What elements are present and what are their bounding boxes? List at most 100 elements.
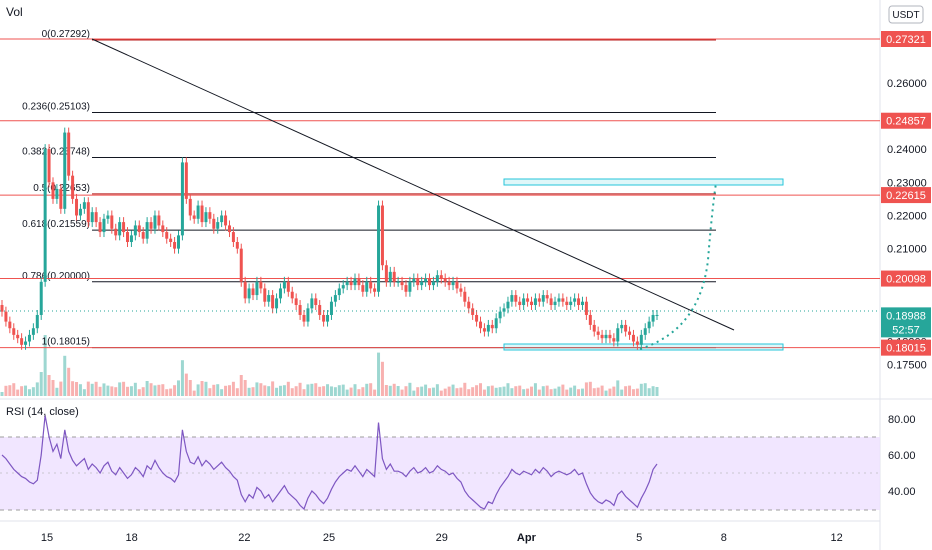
- candle-body: [341, 285, 345, 289]
- volume-bar: [122, 381, 126, 396]
- candle-body: [577, 298, 581, 306]
- horizontal-levels[interactable]: [0, 38, 880, 349]
- descending-trendline[interactable]: [91, 38, 735, 331]
- candle-body: [63, 132, 67, 209]
- volume-bar: [412, 390, 416, 396]
- volume-bar: [529, 386, 533, 396]
- candle-body: [231, 232, 235, 243]
- rsi-axis[interactable]: 80.00 60.00 40.00: [888, 414, 916, 498]
- volume-bar: [467, 389, 471, 396]
- candle-body: [106, 215, 110, 219]
- candle-body: [114, 228, 118, 236]
- volume-bar: [651, 386, 655, 396]
- volume-bar: [247, 387, 251, 396]
- projection-path[interactable]: [639, 182, 717, 350]
- volume-bar: [161, 384, 165, 396]
- fib-retracement[interactable]: 0(0.27292) 0.236(0.25103) 0.382(0.23748) 0.…: [22, 29, 716, 349]
- candle-body: [98, 222, 102, 233]
- candle-body: [353, 278, 357, 286]
- candle-body: [43, 149, 47, 282]
- candle-body: [298, 305, 302, 315]
- price-tick-label: 0.17500: [887, 360, 927, 372]
- candle-body: [153, 215, 157, 229]
- candle-body: [184, 162, 188, 199]
- volume-bar: [165, 389, 169, 396]
- candle-body: [518, 301, 522, 306]
- volume-bar: [63, 355, 67, 396]
- volume-bar: [459, 387, 463, 396]
- candle-body: [584, 301, 588, 315]
- candle-body: [271, 295, 275, 309]
- volume-bar: [212, 384, 216, 396]
- candle-body: [639, 334, 643, 345]
- volume-bar: [51, 380, 55, 396]
- candle-body: [651, 314, 655, 322]
- candle-body: [596, 331, 600, 335]
- volume-bar: [322, 386, 326, 396]
- volume-bar: [43, 335, 47, 396]
- volume-bars: [0, 335, 659, 396]
- candle-body: [388, 271, 392, 282]
- price-axis[interactable]: 0.260000.240000.230000.220000.210000.182…: [887, 78, 927, 372]
- volume-bar: [306, 384, 310, 396]
- candle-body: [447, 281, 451, 286]
- currency-badge[interactable]: USDT: [888, 5, 924, 24]
- fib-level-label: 0.382(0.23748): [22, 147, 90, 158]
- lower-support-rectangle[interactable]: [503, 343, 784, 351]
- time-axis[interactable]: 15 18 22 25 29 Apr 5 8 12: [41, 532, 843, 544]
- volume-bar: [373, 389, 377, 396]
- candle-body: [463, 291, 467, 302]
- candle-body: [173, 242, 177, 249]
- candle-body: [157, 215, 161, 226]
- volume-bar: [498, 387, 502, 396]
- candle-body: [255, 281, 259, 296]
- candle-body: [337, 288, 341, 296]
- candle-body: [243, 281, 247, 299]
- volume-bar: [294, 386, 298, 396]
- current-price-badge: [881, 307, 931, 338]
- svg-text:USDT: USDT: [892, 10, 919, 21]
- candle-body: [216, 222, 220, 229]
- candle-body: [102, 218, 106, 233]
- candle-body: [294, 298, 298, 306]
- candle-body: [537, 298, 541, 302]
- candle-body: [122, 222, 126, 233]
- fib-level-label: 0.618(0.21559): [22, 219, 90, 230]
- candle-body: [569, 301, 573, 306]
- volume-bar: [271, 381, 275, 396]
- volume-bar: [553, 388, 557, 396]
- volume-bar: [447, 386, 451, 396]
- candle-body: [322, 314, 326, 322]
- volume-bar: [600, 385, 604, 396]
- candle-body: [55, 188, 59, 199]
- volume-bar: [380, 361, 384, 396]
- volume-bar: [463, 382, 467, 396]
- volume-bar: [220, 389, 224, 396]
- upper-target-rectangle[interactable]: [503, 178, 784, 186]
- volume-bar: [129, 386, 133, 396]
- candle-body: [486, 324, 490, 332]
- volume-bar: [310, 383, 314, 396]
- volume-bar: [8, 385, 12, 396]
- volume-bar: [106, 385, 110, 396]
- volume-bar: [506, 383, 510, 396]
- candle-body: [345, 281, 349, 286]
- candle-body: [220, 215, 224, 223]
- volume-bar: [353, 384, 357, 396]
- time-tick-label: Apr: [517, 532, 537, 544]
- volume-bar: [424, 384, 428, 396]
- candle-body: [608, 334, 612, 339]
- volume-bar: [388, 385, 392, 396]
- candle-body: [306, 308, 310, 322]
- volume-bar: [596, 387, 600, 396]
- candle-body: [443, 278, 447, 282]
- candle-body: [333, 295, 337, 302]
- volume-bar: [196, 384, 200, 396]
- volume-bar: [243, 380, 247, 396]
- volume-bar: [396, 386, 400, 396]
- candle-body: [51, 182, 55, 199]
- volume-bar: [200, 381, 204, 396]
- countdown-label: 52:57: [892, 324, 920, 336]
- candle-body: [361, 285, 365, 292]
